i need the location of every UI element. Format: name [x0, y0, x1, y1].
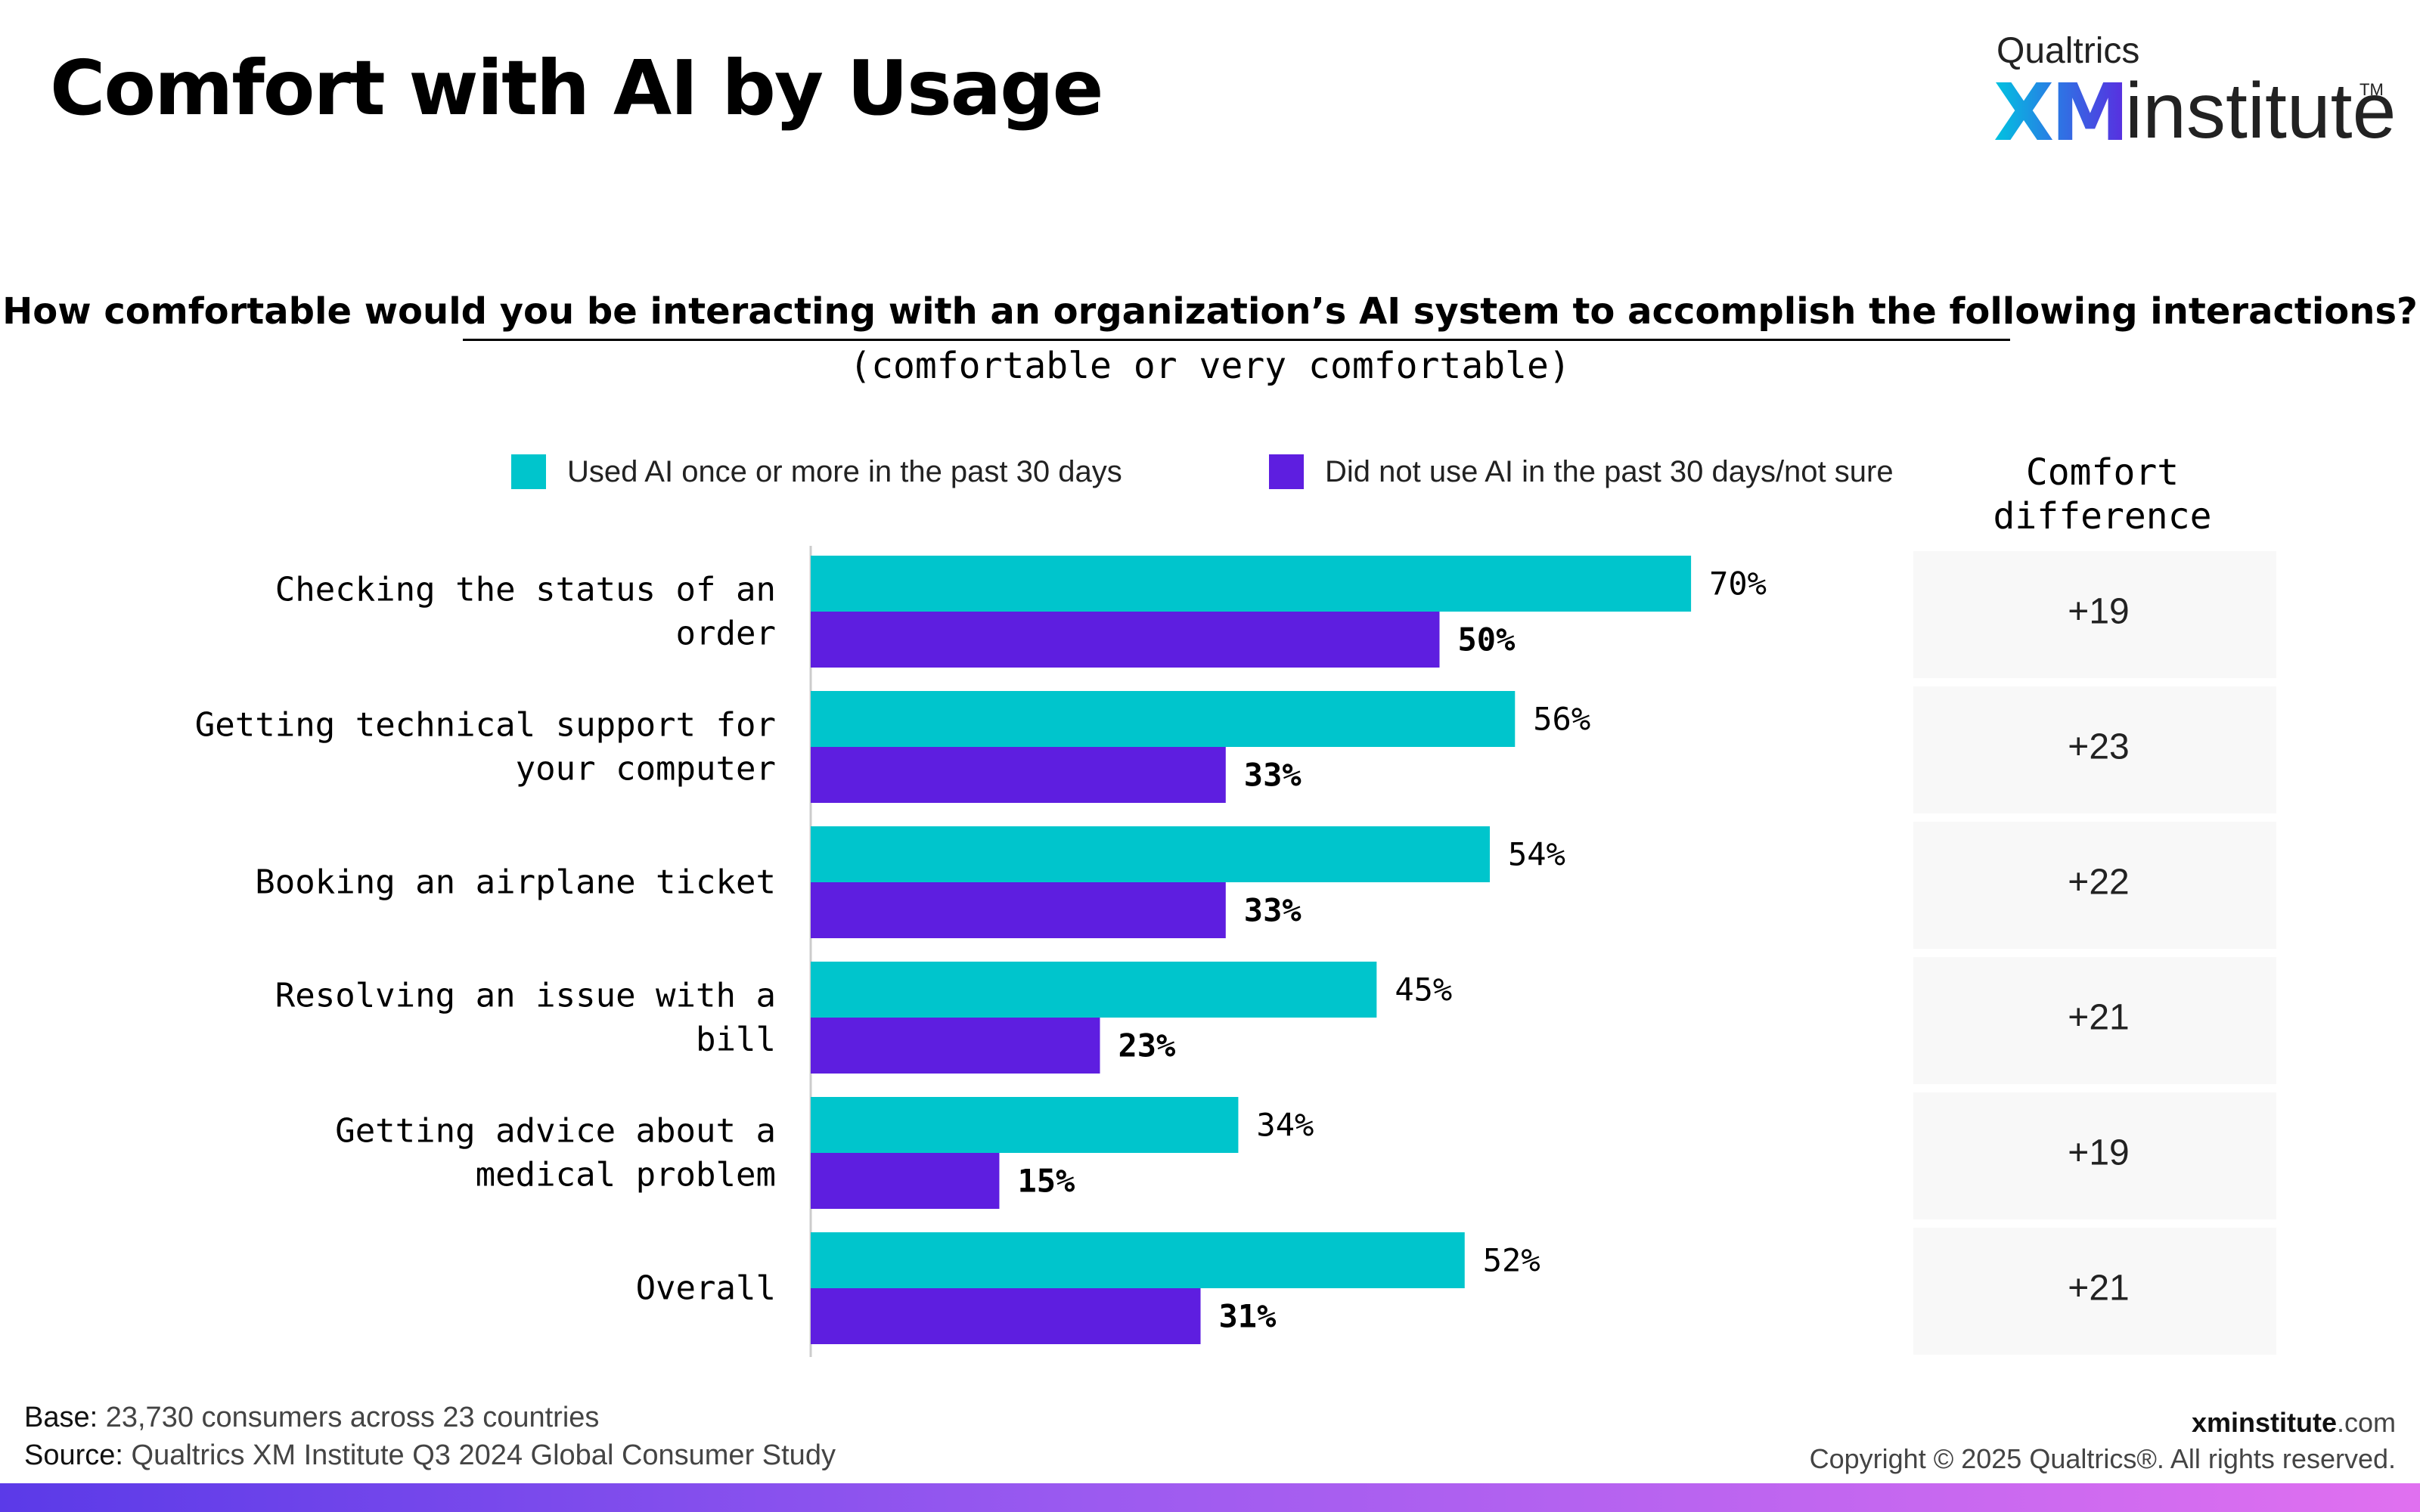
bar-not-used-ai [811, 882, 1226, 938]
bar-not-used-ai [811, 747, 1226, 803]
bar-not-used-ai [811, 1288, 1201, 1344]
footer-site-bold: xminstitute [2191, 1407, 2337, 1438]
comfort-difference-cell [1913, 957, 2276, 1084]
data-label-not-used-ai: 33% [1244, 757, 1302, 794]
footer-base: Base: 23,730 consumers across 23 countri… [24, 1399, 836, 1436]
data-label-not-used-ai: 33% [1244, 892, 1302, 929]
xm-institute-logo: Qualtrics XM institute TM [1951, 30, 2396, 159]
category-label: Getting advice about a [335, 1112, 776, 1151]
data-label-not-used-ai: 15% [1017, 1163, 1075, 1200]
comfort-difference-cell [1913, 1228, 2276, 1355]
category-label: order [676, 615, 776, 653]
legend-swatch-not-used [1269, 454, 1304, 489]
comfort-difference-header-line1: Comfort [2025, 451, 2180, 494]
comfort-difference-header-line2: difference [1993, 495, 2212, 538]
category-label: Overall [636, 1269, 776, 1308]
footer-notes: Base: 23,730 consumers across 23 countri… [24, 1399, 836, 1474]
legend-item-not-used: Did not use AI in the past 30 days/not s… [1269, 451, 1894, 493]
footer-base-text: 23,730 consumers across 23 countries [98, 1402, 600, 1433]
footer-copyright-block: xminstitute.com Copyright © 2025 Qualtri… [1810, 1405, 2396, 1477]
legend-item-used: Used AI once or more in the past 30 days [511, 451, 1122, 493]
comfort-difference-cell [1913, 686, 2276, 813]
data-label-not-used-ai: 23% [1118, 1027, 1175, 1064]
comfort-difference-value: +19 [2068, 1133, 2129, 1173]
comfort-difference-cell [1913, 822, 2276, 949]
bar-used-ai [811, 1232, 1465, 1288]
category-label: Booking an airplane ticket [255, 863, 776, 902]
data-label-used-ai: 56% [1533, 701, 1590, 738]
bar-used-ai [811, 1097, 1239, 1153]
footer-source-label: Source: [24, 1439, 123, 1471]
category-label: bill [696, 1021, 776, 1059]
footer-copyright: Copyright © 2025 Qualtrics®. All rights … [1809, 1443, 2396, 1474]
comfort-difference-cell [1913, 551, 2276, 678]
legend-swatch-used [511, 454, 546, 489]
bar-not-used-ai [811, 1153, 1000, 1209]
data-label-used-ai: 70% [1709, 565, 1767, 603]
data-label-not-used-ai: 31% [1219, 1298, 1277, 1335]
data-label-used-ai: 52% [1483, 1242, 1540, 1279]
category-label: Resolving an issue with a [275, 977, 776, 1015]
survey-subquestion: (comfortable or very comfortable) [849, 345, 1571, 387]
logo-xm-text: XM [1993, 67, 2130, 159]
bar-used-ai [811, 962, 1377, 1018]
bar-used-ai [811, 691, 1516, 747]
comfort-difference-cell [1913, 1092, 2276, 1219]
footer-base-label: Base: [24, 1402, 98, 1433]
question-underline [463, 339, 2010, 341]
data-label-not-used-ai: 50% [1458, 621, 1516, 658]
logo-institute-text: institute [2125, 67, 2397, 155]
footer-site-rest: .com [2336, 1407, 2396, 1438]
data-label-used-ai: 54% [1508, 836, 1565, 873]
category-label: Checking the status of an [275, 571, 776, 609]
comfort-difference-header: Comfort difference [1913, 451, 2291, 538]
data-label-used-ai: 45% [1395, 971, 1452, 1009]
survey-question: How comfortable would you be interacting… [2, 290, 2418, 333]
bar-used-ai [811, 556, 1692, 612]
comfort-bar-chart: Checking the status of an order 70% 50% +19 G… [194, 546, 2276, 1357]
comfort-difference-value: +22 [2068, 863, 2129, 903]
comfort-difference-value: +23 [2068, 727, 2129, 767]
comfort-difference-value: +21 [2068, 1269, 2129, 1309]
footer-site: xminstitute.com [1810, 1405, 2396, 1441]
comfort-difference-value: +19 [2068, 592, 2129, 632]
footer-source: Source: Qualtrics XM Institute Q3 2024 G… [24, 1436, 836, 1474]
bar-not-used-ai [811, 612, 1440, 668]
page-title: Comfort with AI by Usage [50, 44, 1104, 132]
bottom-gradient-bar [0, 1483, 2420, 1512]
legend-label-used: Used AI once or more in the past 30 days [567, 454, 1122, 488]
logo-tm-mark: TM [2360, 80, 2384, 99]
footer-source-text: Qualtrics XM Institute Q3 2024 Global Co… [123, 1439, 836, 1471]
data-label-used-ai: 34% [1256, 1107, 1314, 1144]
category-label: medical problem [476, 1156, 776, 1194]
comfort-difference-value: +21 [2068, 998, 2129, 1038]
bar-used-ai [811, 826, 1491, 882]
category-label: Getting technical support for [195, 706, 776, 745]
category-label: your computer [516, 750, 776, 789]
legend-label-not-used: Did not use AI in the past 30 days/not s… [1325, 454, 1894, 488]
bar-not-used-ai [811, 1018, 1100, 1074]
logo-qualtrics-text: Qualtrics [1996, 31, 2140, 71]
